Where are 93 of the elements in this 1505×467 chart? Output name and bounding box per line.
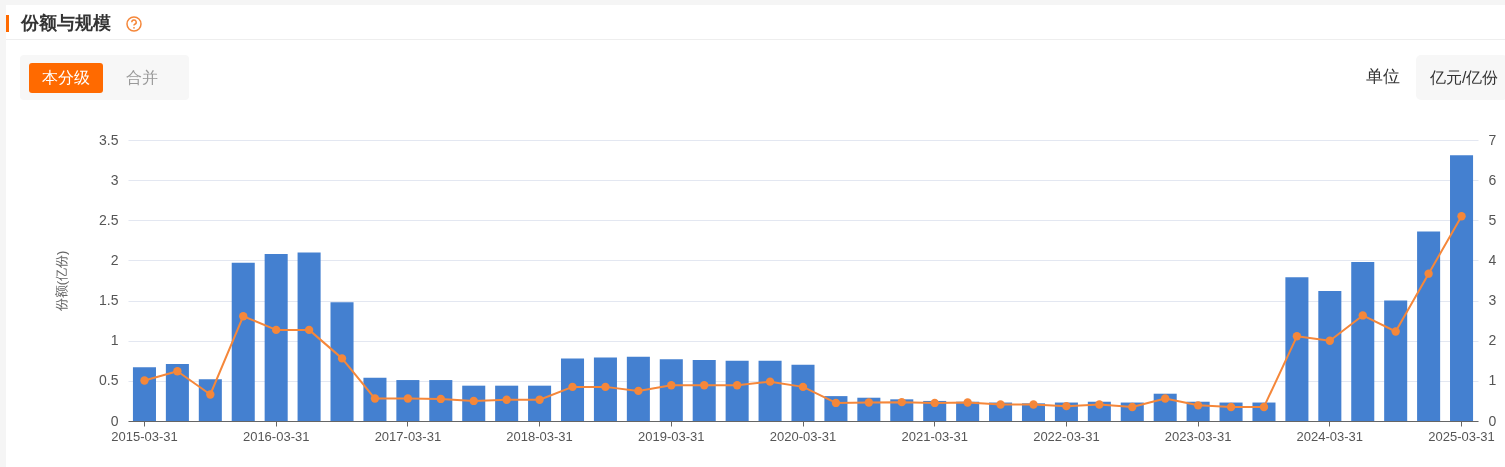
- point: [337, 354, 347, 363]
- point: [1325, 336, 1335, 345]
- x-tick-label: 2020-03-31: [769, 428, 837, 444]
- bar: [626, 356, 650, 421]
- x-tick-label: 2025-03-31: [1428, 428, 1495, 444]
- point: [1358, 311, 1367, 320]
- bar: [330, 302, 354, 421]
- bar: [758, 360, 782, 421]
- x-tick-label: 2024-03-31: [1296, 428, 1364, 444]
- y-tick-label: 2: [110, 251, 119, 268]
- y2-tick-label: 2: [1488, 332, 1497, 349]
- point: [1292, 332, 1302, 341]
- x-tick-label: 2021-03-31: [901, 428, 968, 444]
- point: [1424, 269, 1433, 278]
- y2-tick-label: 5: [1488, 211, 1497, 228]
- point: [1062, 401, 1071, 411]
- point: [206, 390, 215, 399]
- bar: [593, 357, 617, 421]
- point: [798, 382, 808, 392]
- text: 亿元/亿份: [1416, 55, 1505, 100]
- bar: [462, 385, 486, 421]
- bar: [1285, 277, 1309, 421]
- point: [634, 386, 643, 396]
- bar: [1417, 231, 1441, 421]
- y-tick-label: 2.5: [99, 211, 119, 228]
- point: [568, 382, 577, 392]
- y-tick-label: 0.5: [99, 372, 119, 389]
- text: 本分级: [29, 63, 103, 93]
- point: [1095, 400, 1104, 409]
- bar: [1318, 290, 1342, 421]
- point: [436, 394, 445, 404]
- point: [963, 398, 972, 407]
- bar: [725, 360, 749, 421]
- bar: [165, 364, 189, 421]
- x-tick-label: 2015-03-31: [111, 428, 178, 444]
- x-tick-label: 2019-03-31: [638, 428, 705, 444]
- point: [732, 381, 742, 390]
- bar: [692, 359, 716, 421]
- point: [700, 381, 709, 390]
- bar: [791, 364, 815, 421]
- point: [601, 382, 610, 392]
- bar: [659, 359, 683, 421]
- x-tick-label: 2022-03-31: [1033, 428, 1100, 444]
- point: [239, 312, 248, 321]
- text: 单位: [1366, 66, 1400, 88]
- bar: [297, 252, 321, 421]
- bar: [1384, 300, 1408, 421]
- bar: [264, 254, 288, 421]
- bar: [495, 385, 519, 421]
- point: [403, 394, 413, 403]
- point: [864, 398, 874, 407]
- y-tick-label: 1.5: [99, 292, 119, 309]
- bar: [1351, 262, 1375, 421]
- point: [304, 325, 314, 335]
- point: [370, 394, 380, 403]
- y-tick-label: 1: [110, 332, 119, 349]
- point: [831, 398, 841, 408]
- y-tick-label: 3.5: [99, 131, 119, 148]
- x-tick-label: 2016-03-31: [242, 428, 310, 444]
- text: 合并: [125, 68, 159, 88]
- bar: [231, 262, 255, 421]
- bar: [396, 380, 420, 421]
- y-tick-label: 0: [110, 412, 119, 429]
- point: [1391, 327, 1400, 336]
- point: [930, 398, 939, 408]
- point: [897, 397, 906, 407]
- y2-tick-label: 4: [1488, 251, 1497, 268]
- y-axis-title: 份额(亿份): [54, 250, 70, 312]
- point: [173, 367, 182, 376]
- chart-title: 份额与规模: [21, 12, 111, 35]
- bar: [1450, 155, 1474, 421]
- y2-tick-label: 1: [1488, 372, 1497, 389]
- bar: [132, 367, 156, 421]
- point: [1029, 400, 1038, 409]
- point: [271, 325, 281, 335]
- bar: [429, 380, 453, 421]
- point: [1457, 212, 1466, 221]
- y2-tick-label: 0: [1488, 412, 1497, 429]
- x-tick-label: 2017-03-31: [374, 428, 442, 444]
- point: [667, 381, 676, 390]
- bar: [363, 377, 387, 421]
- point: [996, 400, 1005, 409]
- point: [1193, 401, 1203, 410]
- bar: [560, 358, 585, 421]
- y2-tick-label: 3: [1488, 292, 1497, 309]
- x-tick-label: 2023-03-31: [1164, 428, 1232, 444]
- point: [140, 376, 149, 385]
- point: [1161, 394, 1170, 403]
- point: [765, 377, 775, 386]
- y-tick-label: 3: [110, 171, 119, 188]
- x-tick-label: 2018-03-31: [506, 428, 573, 444]
- y2-tick-label: 7: [1488, 131, 1497, 148]
- y2-tick-label: 6: [1488, 171, 1497, 188]
